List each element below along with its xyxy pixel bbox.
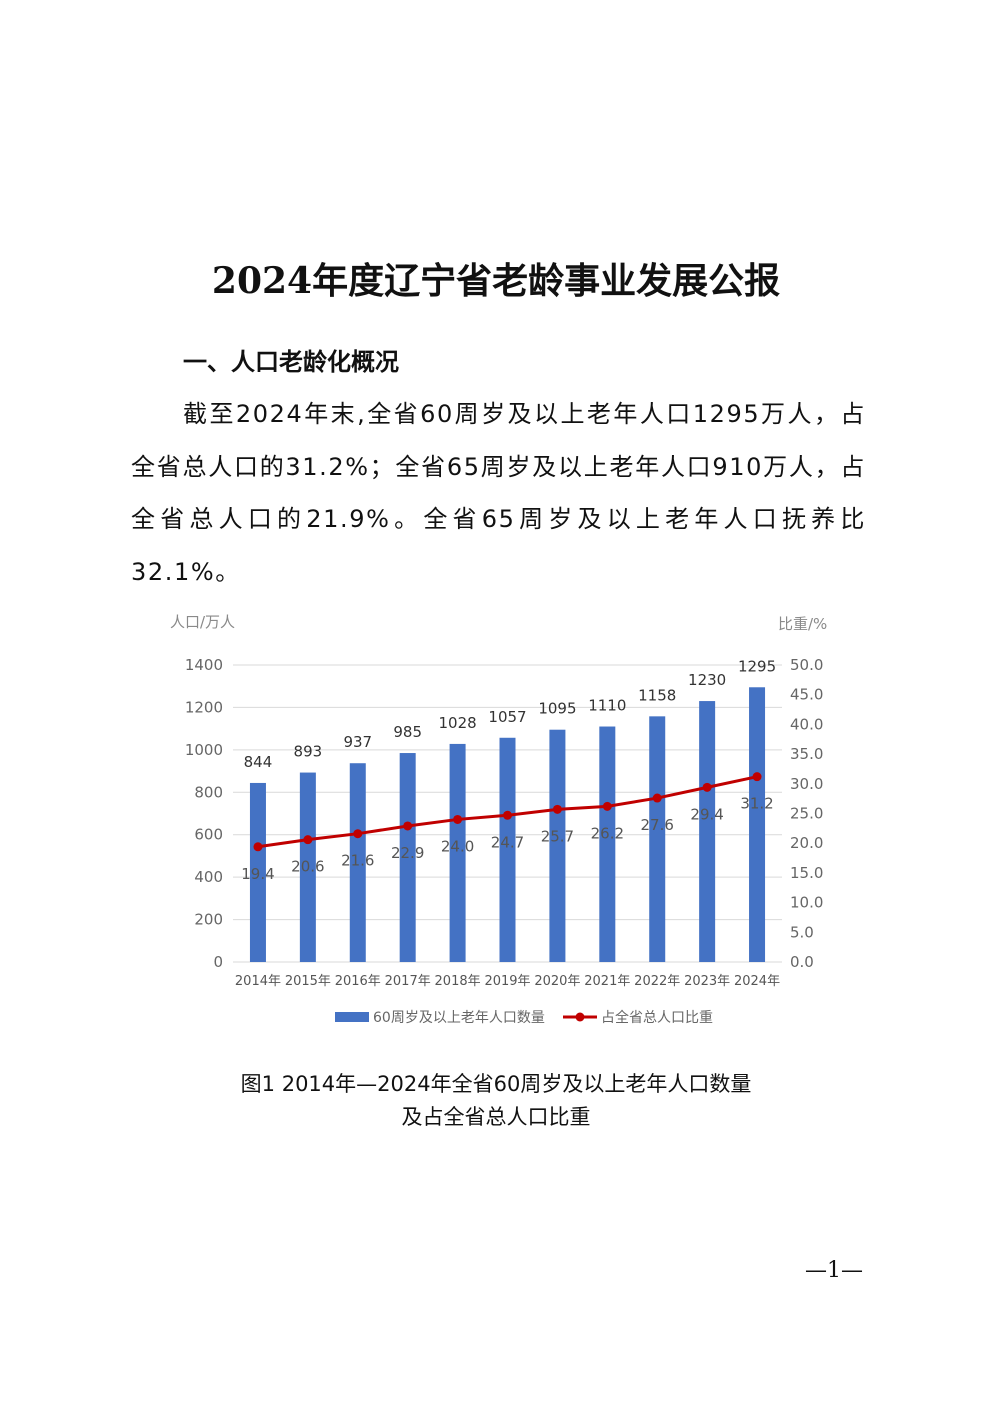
document-title: 2024年度辽宁省老龄事业发展公报: [211, 260, 781, 302]
x-tick-label: 2019年: [484, 974, 530, 989]
y-left-tick-label: 800: [194, 783, 223, 801]
population-chart: 人口/万人 比重/% 844 893 937 985 1028 1057 1095 1110 1…: [160, 605, 850, 1045]
line-point: [652, 793, 662, 803]
y-right-tick-label: 10.0: [790, 894, 823, 912]
y-right-tick-label: 30.0: [790, 775, 823, 793]
bar: [449, 743, 466, 962]
y-right-tick-label: 25.0: [790, 805, 823, 823]
bar: [249, 782, 266, 962]
figure-caption-line1: 图1 2014年—2024年全省60周岁及以上老年人口数量: [240, 1072, 752, 1096]
line-value-label: 26.2: [591, 824, 624, 842]
line-point: [403, 821, 413, 831]
y-right-tick-label: 5.0: [790, 923, 814, 941]
line-point: [353, 829, 363, 839]
bar: [299, 772, 316, 962]
y-right-tick-label: 35.0: [790, 745, 823, 763]
bar: [399, 753, 416, 962]
y-left-tick-label: 1400: [185, 656, 223, 674]
y-right-tick-label: 50.0: [790, 656, 823, 674]
figure-caption-line2: 及占全省总人口比重: [401, 1105, 591, 1129]
line-value-label: 31.2: [740, 795, 773, 813]
legend-bar-swatch: [335, 1012, 369, 1022]
line-point: [602, 801, 612, 811]
line-point: [752, 772, 762, 782]
bar: [499, 737, 516, 962]
chart-legend: 60周岁及以上老年人口数量 占全省总人口比重: [335, 1009, 713, 1026]
line-value-label: 22.9: [391, 844, 424, 862]
line-value-label: 20.6: [291, 858, 324, 876]
y-right-tick-label: 45.0: [790, 686, 823, 704]
x-tick-label: 2014年: [235, 974, 281, 989]
y-right-tick-label: 0.0: [790, 953, 814, 971]
bar-value-label: 1028: [438, 714, 476, 732]
line-point: [453, 814, 463, 824]
y-left-tick-label: 0: [213, 953, 223, 971]
line-series: [253, 772, 762, 852]
line-value-label: 21.6: [341, 852, 374, 870]
bar-value-label: 1057: [488, 708, 526, 726]
line-point: [503, 810, 512, 820]
bar-value-label: 844: [244, 753, 273, 771]
x-tick-label: 2021年: [584, 974, 630, 989]
x-tick-label: 2016年: [335, 974, 381, 989]
bar-value-label: 1295: [738, 657, 776, 675]
bar-value-label: 893: [294, 743, 323, 761]
bar-series: [249, 687, 766, 962]
x-tick-label: 2024年: [734, 974, 780, 989]
chart-svg: 人口/万人 比重/% 844 893 937 985 1028 1057 1095 1110 1…: [170, 613, 827, 1026]
y-right-tick-label: 40.0: [790, 715, 823, 733]
legend-line-label: 占全省总人口比重: [601, 1009, 713, 1026]
x-tick-label: 2022年: [634, 974, 680, 989]
x-tick-label: 2020年: [534, 974, 580, 989]
x-tick-label: 2023年: [684, 974, 730, 989]
line-value-label: 24.0: [441, 837, 474, 855]
y-left-tick-label: 200: [194, 911, 223, 929]
body-paragraph: 截至2024年末,全省60周岁及以上老年人口1295万人，占全省总人口的31.2…: [131, 400, 866, 586]
y-left-tick-label: 1200: [185, 698, 223, 716]
x-tick-label: 2017年: [385, 974, 431, 989]
x-tick-label: 2018年: [435, 974, 481, 989]
bar: [549, 729, 566, 962]
bar-value-label: 1158: [638, 686, 676, 704]
section-heading: 一、人口老龄化概况: [183, 348, 399, 376]
bar-value-label: 1095: [538, 700, 576, 718]
y-axis-left-title: 人口/万人: [170, 613, 235, 631]
y-right-tick-label: 15.0: [790, 864, 823, 882]
y-left-tick-label: 1000: [185, 741, 223, 759]
bar-value-label: 985: [393, 723, 422, 741]
line-point: [552, 804, 562, 814]
line-point: [303, 835, 313, 845]
bar: [349, 763, 366, 962]
axis-ticks: 0 200 400 600 800 1000 1200 1400 0.0 5.0 10.0 15.0 2…: [185, 656, 824, 989]
data-labels: 844 893 937 985 1028 1057 1095 1110 1158 1230 1295…: [241, 657, 776, 882]
line-value-label: 19.4: [241, 865, 274, 883]
line-point: [253, 842, 263, 852]
y-right-tick-label: 20.0: [790, 834, 823, 852]
bar: [649, 716, 666, 962]
page-number: —1—: [805, 1258, 863, 1283]
line-value-label: 29.4: [690, 805, 723, 823]
y-left-tick-label: 400: [194, 868, 223, 886]
x-tick-label: 2015年: [285, 974, 331, 989]
line-value-label: 25.7: [541, 827, 574, 845]
bar-value-label: 1110: [588, 697, 626, 715]
y-left-tick-label: 600: [194, 826, 223, 844]
bar: [749, 687, 766, 962]
legend-line-marker: [575, 1012, 585, 1022]
bar-value-label: 937: [343, 733, 372, 751]
line-point: [702, 782, 712, 792]
y-axis-right-title: 比重/%: [778, 615, 827, 633]
bar: [699, 701, 716, 962]
legend-bar-label: 60周岁及以上老年人口数量: [373, 1010, 545, 1026]
line-value-label: 27.6: [641, 816, 674, 834]
bar: [599, 726, 616, 962]
line-value-label: 24.7: [491, 833, 524, 851]
bar-value-label: 1230: [688, 671, 726, 689]
